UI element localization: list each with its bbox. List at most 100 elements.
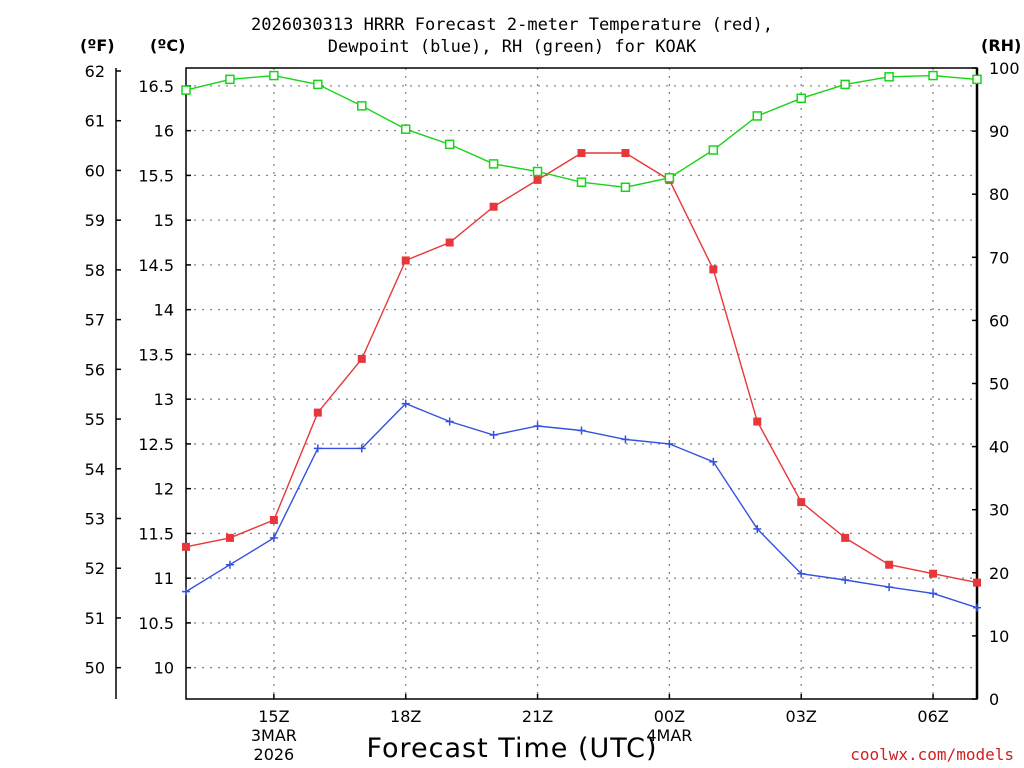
celsius-tick-label: 15 (154, 211, 174, 230)
temperature-point (753, 417, 762, 426)
celsius-tick-label: 13 (154, 390, 174, 409)
dewpoint-point (577, 426, 586, 435)
temperature-point (401, 256, 410, 265)
temperature-point (841, 533, 850, 542)
temperature-point (225, 533, 234, 542)
dewpoint-point (841, 575, 850, 584)
dewpoint-point (357, 444, 366, 453)
rh-tick-label: 90 (989, 122, 1009, 141)
temperature-point (182, 542, 190, 551)
x-tick-label: 00Z (654, 707, 685, 726)
fahrenheit-tick-label: 52 (85, 559, 105, 578)
rh-point (708, 145, 719, 155)
temperature-point (797, 498, 806, 507)
dewpoint-point (313, 444, 322, 453)
grid-layer (186, 68, 977, 699)
rh-line (185, 74, 978, 189)
dewpoint-point (182, 587, 190, 596)
rh-point (576, 177, 587, 187)
fahrenheit-tick-label: 62 (85, 62, 105, 81)
rh-axis-label: (RH) (981, 36, 1022, 55)
rh-point (181, 85, 191, 95)
celsius-tick-label: 10.5 (138, 614, 174, 633)
site-credit: coolwx.com/models (850, 745, 1014, 764)
x-axis-title: Forecast Time (UTC) (366, 733, 658, 764)
dewpoint-point (269, 533, 278, 542)
rh-tick-label: 10 (989, 627, 1009, 646)
temperature-point (621, 149, 630, 158)
rh-tick-label: 20 (989, 564, 1009, 583)
rh-point (444, 139, 455, 150)
temperature-point (313, 408, 322, 417)
fahrenheit-tick-label: 56 (85, 360, 105, 379)
dewpoint-point (973, 603, 981, 612)
rh-point (488, 159, 499, 169)
plot-frame (185, 67, 978, 700)
temperature-point (929, 569, 938, 578)
rh-point (972, 74, 982, 85)
x-tick-label: 15Z (258, 707, 289, 726)
temperature-point (973, 578, 981, 587)
temperature-point (885, 560, 894, 569)
rh-tick-label: 100 (989, 59, 1020, 78)
dewpoint-point (621, 435, 630, 444)
celsius-tick-label: 11 (154, 569, 174, 588)
fahrenheit-tick-label: 58 (85, 261, 105, 280)
rh-point (840, 79, 850, 90)
dewpoint-point (665, 439, 674, 448)
temperature-point (709, 265, 718, 274)
rh-point (752, 111, 763, 121)
rh-point (928, 70, 938, 81)
temperature-point (445, 238, 454, 247)
rh-point (269, 70, 279, 81)
celsius-tick-label: 15.5 (138, 166, 174, 185)
x-tick-label: 06Z (917, 707, 948, 726)
rh-point (313, 79, 323, 90)
celsius-tick-label: 16.5 (138, 77, 174, 96)
temperature-line (185, 152, 978, 584)
celsius-tick-label: 14 (154, 301, 174, 320)
rh-point (796, 93, 806, 104)
fahrenheit-tick-label: 60 (85, 161, 105, 180)
celsius-tick-label: 12 (154, 480, 174, 499)
dewpoint-point (753, 524, 762, 533)
dewpoint-point (445, 417, 454, 426)
dewpoint-point (401, 399, 410, 408)
celsius-tick-label: 13.5 (138, 345, 174, 364)
temperature-point (577, 149, 586, 158)
dewpoint-point (797, 569, 806, 578)
rh-point (884, 72, 894, 82)
rh-tick-label: 70 (989, 248, 1009, 267)
rh-tick-label: 30 (989, 501, 1009, 520)
dewpoint-point (225, 560, 234, 569)
rh-point (400, 124, 411, 134)
dewpoint-point (709, 457, 718, 466)
rh-point (225, 74, 235, 85)
celsius-tick-label: 10 (154, 659, 174, 678)
temperature-point (533, 175, 542, 184)
rh-point (664, 173, 675, 183)
rh-tick-label: 50 (989, 375, 1009, 394)
series-layer (181, 70, 982, 612)
celsius-tick-label: 11.5 (138, 524, 174, 543)
dewpoint-point (929, 589, 938, 598)
fahrenheit-tick-label: 61 (85, 112, 105, 131)
rh-tick-label: 60 (989, 311, 1009, 330)
fahrenheit-tick-label: 57 (85, 311, 105, 330)
fahrenheit-tick-label: 51 (85, 609, 105, 628)
temperature-point (489, 202, 498, 211)
dewpoint-point (489, 430, 498, 439)
rh-tick-label: 80 (989, 185, 1009, 204)
x-tick-label: 18Z (390, 707, 421, 726)
fahrenheit-tick-label: 53 (85, 510, 105, 529)
fahrenheit-tick-label: 59 (85, 211, 105, 230)
celsius-axis-label: (ºC) (150, 36, 186, 55)
fahrenheit-tick-label: 50 (85, 659, 105, 678)
x-tick-label: 3MAR (251, 726, 297, 745)
fahrenheit-tick-label: 55 (85, 410, 105, 429)
chart-title-line-2: Dewpoint (blue), RH (green) for KOAK (327, 37, 697, 57)
rh-point (620, 182, 631, 193)
fahrenheit-axis-label: (ºF) (80, 36, 115, 55)
x-tick-label: 03Z (786, 707, 817, 726)
